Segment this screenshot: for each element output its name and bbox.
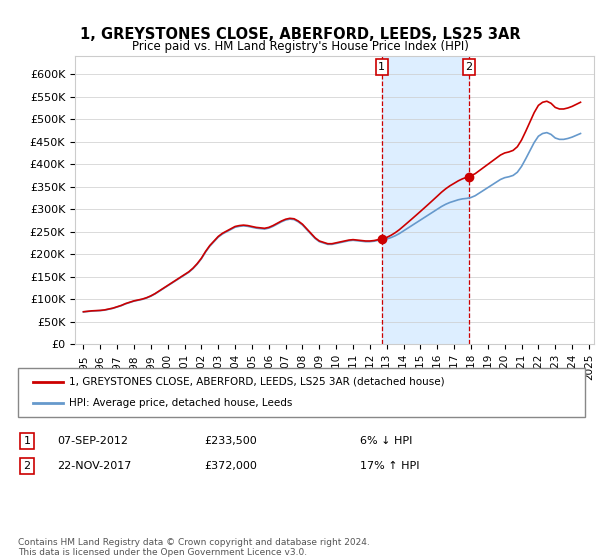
Text: 6% ↓ HPI: 6% ↓ HPI bbox=[360, 436, 412, 446]
Text: 07-SEP-2012: 07-SEP-2012 bbox=[57, 436, 128, 446]
Text: Contains HM Land Registry data © Crown copyright and database right 2024.
This d: Contains HM Land Registry data © Crown c… bbox=[18, 538, 370, 557]
Bar bbox=[382, 56, 469, 344]
Text: 1: 1 bbox=[23, 436, 31, 446]
Text: 1: 1 bbox=[379, 62, 385, 72]
Text: 22-NOV-2017: 22-NOV-2017 bbox=[57, 461, 131, 471]
Text: Price paid vs. HM Land Registry's House Price Index (HPI): Price paid vs. HM Land Registry's House … bbox=[131, 40, 469, 53]
Text: 1, GREYSTONES CLOSE, ABERFORD, LEEDS, LS25 3AR: 1, GREYSTONES CLOSE, ABERFORD, LEEDS, LS… bbox=[80, 27, 520, 42]
Text: 17% ↑ HPI: 17% ↑ HPI bbox=[360, 461, 419, 471]
Text: £372,000: £372,000 bbox=[204, 461, 257, 471]
Text: 1, GREYSTONES CLOSE, ABERFORD, LEEDS, LS25 3AR (detached house): 1, GREYSTONES CLOSE, ABERFORD, LEEDS, LS… bbox=[69, 377, 445, 387]
Text: 2: 2 bbox=[466, 62, 472, 72]
Text: 2: 2 bbox=[23, 461, 31, 471]
Text: HPI: Average price, detached house, Leeds: HPI: Average price, detached house, Leed… bbox=[69, 398, 292, 408]
Text: £233,500: £233,500 bbox=[204, 436, 257, 446]
